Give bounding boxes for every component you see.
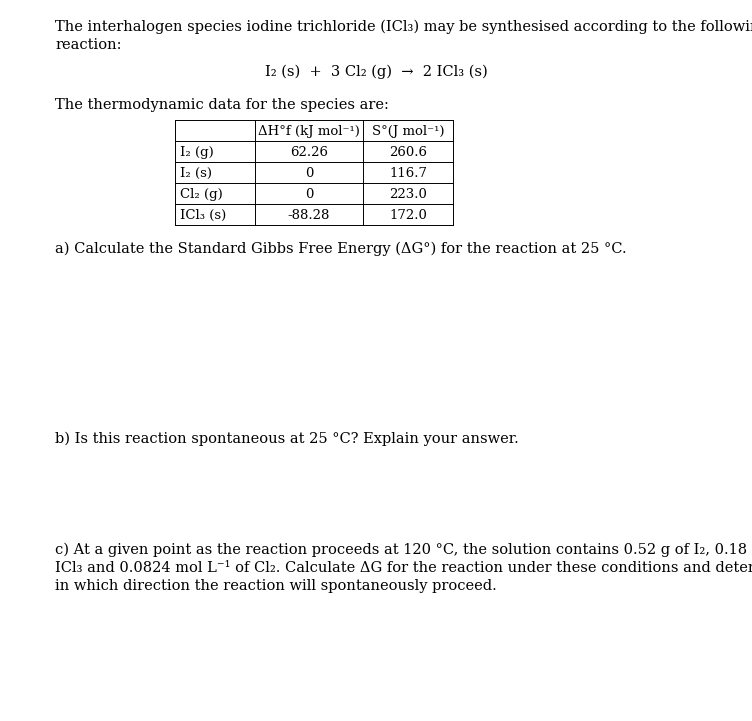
Text: ΔH°f (kJ mol⁻¹): ΔH°f (kJ mol⁻¹) (258, 125, 360, 138)
Text: 0: 0 (305, 167, 313, 180)
Text: b) Is this reaction spontaneous at 25 °C? Explain your answer.: b) Is this reaction spontaneous at 25 °C… (55, 432, 519, 446)
Text: The thermodynamic data for the species are:: The thermodynamic data for the species a… (55, 98, 389, 112)
Text: S°(J mol⁻¹): S°(J mol⁻¹) (371, 125, 444, 138)
Text: I₂ (g): I₂ (g) (180, 146, 214, 159)
Text: in which direction the reaction will spontaneously proceed.: in which direction the reaction will spo… (55, 579, 497, 593)
Text: c) At a given point as the reaction proceeds at 120 °C, the solution contains 0.: c) At a given point as the reaction proc… (55, 543, 752, 557)
Text: ICl₃ (s): ICl₃ (s) (180, 209, 226, 222)
Text: a) Calculate the Standard Gibbs Free Energy (ΔG°) for the reaction at 25 °C.: a) Calculate the Standard Gibbs Free Ene… (55, 242, 626, 257)
Text: The interhalogen species iodine trichloride (ICl₃) may be synthesised according : The interhalogen species iodine trichlor… (55, 20, 752, 35)
Bar (175, 120, 453, 225)
Text: I₂ (s): I₂ (s) (180, 167, 212, 180)
Text: I₂ (s)  +  3 Cl₂ (g)  →  2 ICl₃ (s): I₂ (s) + 3 Cl₂ (g) → 2 ICl₃ (s) (265, 65, 487, 79)
Text: ICl₃ and 0.0824 mol L⁻¹ of Cl₂. Calculate ΔG for the reaction under these condit: ICl₃ and 0.0824 mol L⁻¹ of Cl₂. Calculat… (55, 561, 752, 575)
Text: 172.0: 172.0 (389, 209, 427, 222)
Text: 260.6: 260.6 (389, 146, 427, 159)
Text: reaction:: reaction: (55, 38, 122, 52)
Text: 223.0: 223.0 (389, 188, 427, 201)
Text: 62.26: 62.26 (290, 146, 328, 159)
Text: 116.7: 116.7 (389, 167, 427, 180)
Text: 0: 0 (305, 188, 313, 201)
Text: Cl₂ (g): Cl₂ (g) (180, 188, 223, 201)
Text: -88.28: -88.28 (288, 209, 330, 222)
